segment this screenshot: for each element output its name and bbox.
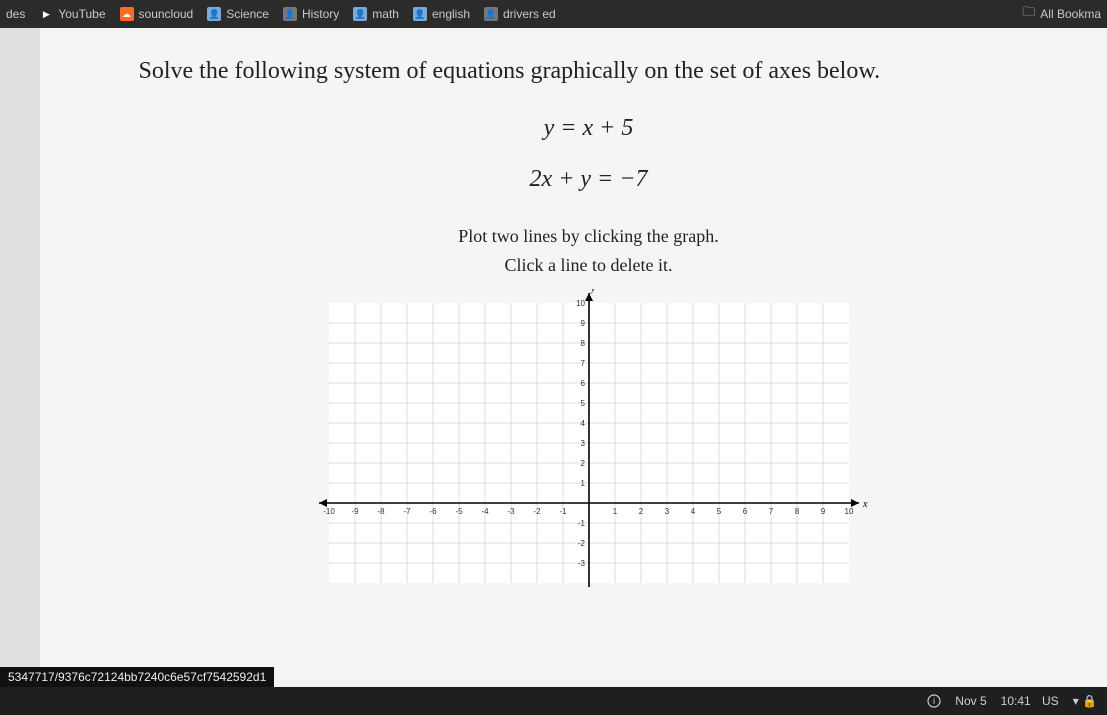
svg-text:1: 1 [580, 479, 585, 488]
left-gutter: ut [0, 28, 42, 687]
doc-icon: 👤 [207, 7, 221, 21]
svg-text:2: 2 [638, 507, 643, 516]
svg-text:5: 5 [580, 399, 585, 408]
tray-battery-icon[interactable]: ▾ 🔒 [1073, 694, 1097, 708]
svg-text:4: 4 [580, 419, 585, 428]
soundcloud-icon: ☁ [120, 7, 134, 21]
equation-block: y = x + 5 2x + y = −7 [139, 115, 1039, 193]
svg-text:3: 3 [580, 439, 585, 448]
bookmark-youtube[interactable]: ▶ YouTube [39, 7, 105, 21]
bookmark-bar: des ▶ YouTube ☁ souncloud 👤 Science 👤 Hi… [0, 0, 1107, 28]
svg-text:i: i [933, 696, 935, 706]
svg-text:9: 9 [820, 507, 825, 516]
youtube-icon: ▶ [39, 7, 53, 21]
svg-text:-5: -5 [455, 507, 463, 516]
svg-text:5: 5 [716, 507, 721, 516]
bookmark-label: des [6, 7, 25, 21]
svg-text:-1: -1 [559, 507, 567, 516]
svg-text:-9: -9 [351, 507, 359, 516]
doc-icon: 👤 [353, 7, 367, 21]
equation-2: 2x + y = −7 [139, 166, 1039, 193]
svg-text:-3: -3 [507, 507, 515, 516]
bookmark-label: YouTube [58, 7, 105, 21]
svg-text:-10: -10 [323, 507, 335, 516]
bookmark-label: english [432, 7, 470, 21]
bookmark-label: History [302, 7, 339, 21]
svg-text:-4: -4 [481, 507, 489, 516]
doc-icon: 👤 [283, 7, 297, 21]
svg-text:6: 6 [580, 379, 585, 388]
svg-text:6: 6 [742, 507, 747, 516]
bookmark-drivers-ed[interactable]: 👤 drivers ed [484, 7, 556, 21]
svg-text:8: 8 [794, 507, 799, 516]
svg-text:10: 10 [576, 299, 585, 308]
tray-time-value: 10:41 [1001, 694, 1031, 708]
all-bookmarks-label: All Bookma [1040, 7, 1101, 21]
svg-text:-6: -6 [429, 507, 437, 516]
problem-title: Solve the following system of equations … [139, 58, 1039, 85]
svg-text:-2: -2 [533, 507, 541, 516]
svg-text:8: 8 [580, 339, 585, 348]
instruction-line-1: Plot two lines by clicking the graph. [139, 223, 1039, 250]
coordinate-graph[interactable]: -10 -9 -8 -7 -6 -5 -4 -3 -2 -1 1 2 3 4 5 6 7 8 9 10 1 2 3 4 5 6 7 8… [309, 289, 869, 589]
doc-icon: 👤 [413, 7, 427, 21]
bookmark-label: souncloud [139, 7, 194, 21]
folder-icon: 🗀 [1022, 3, 1035, 25]
all-bookmarks-button[interactable]: 🗀 All Bookma [1022, 3, 1101, 25]
svg-text:10: 10 [844, 507, 853, 516]
svg-text:1: 1 [612, 507, 617, 516]
status-url: 5347717/9376c72124bb7240c6e57cf7542592d1 [0, 667, 274, 687]
bookmark-soundcloud[interactable]: ☁ souncloud [120, 7, 194, 21]
svg-text:3: 3 [664, 507, 669, 516]
svg-text:-7: -7 [403, 507, 411, 516]
tray-time[interactable]: 10:41 US [1001, 694, 1059, 708]
svg-text:-3: -3 [577, 559, 585, 568]
bookmark-des[interactable]: des [6, 7, 25, 21]
bookmark-science[interactable]: 👤 Science [207, 7, 269, 21]
svg-text:4: 4 [690, 507, 695, 516]
taskbar: i Nov 5 10:41 US ▾ 🔒 [0, 687, 1107, 715]
tray-locale: US [1042, 694, 1059, 708]
bookmark-math[interactable]: 👤 math [353, 7, 399, 21]
svg-text:2: 2 [580, 459, 585, 468]
equation-1: y = x + 5 [139, 115, 1039, 142]
instruction-line-2: Click a line to delete it. [139, 252, 1039, 279]
instructions: Plot two lines by clicking the graph. Cl… [139, 223, 1039, 279]
svg-text:7: 7 [580, 359, 585, 368]
svg-text:x: x [862, 499, 868, 510]
svg-text:9: 9 [580, 319, 585, 328]
tray-date[interactable]: Nov 5 [955, 694, 986, 708]
page-content: Solve the following system of equations … [40, 28, 1107, 687]
doc-icon: 👤 [484, 7, 498, 21]
svg-text:-8: -8 [377, 507, 385, 516]
bookmark-label: drivers ed [503, 7, 556, 21]
svg-text:7: 7 [768, 507, 773, 516]
svg-text:-2: -2 [577, 539, 585, 548]
bookmark-history[interactable]: 👤 History [283, 7, 339, 21]
svg-text:-1: -1 [577, 519, 585, 528]
bookmark-label: Science [226, 7, 269, 21]
bookmark-english[interactable]: 👤 english [413, 7, 470, 21]
svg-text:y: y [590, 289, 596, 294]
bookmark-label: math [372, 7, 399, 21]
tray-info-icon[interactable]: i [927, 694, 941, 708]
